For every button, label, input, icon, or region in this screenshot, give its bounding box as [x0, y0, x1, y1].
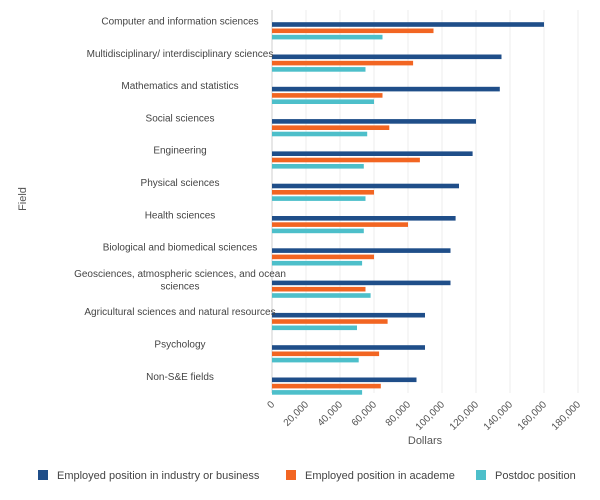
bar — [272, 228, 364, 234]
bars — [272, 22, 544, 395]
legend-item: Employed position in academe — [286, 470, 455, 482]
bar — [272, 312, 425, 318]
x-axis-title: Dollars — [408, 435, 443, 447]
x-tick-label: 100,000 — [414, 399, 448, 433]
legend-item: Postdoc position — [476, 470, 576, 482]
legend-swatch — [38, 470, 48, 480]
category-label: Psychology — [154, 340, 205, 351]
category-label: Non-S&E fields — [146, 372, 214, 383]
bar — [272, 222, 408, 227]
x-tick-label: 20,000 — [282, 399, 312, 429]
x-tick-label: 60,000 — [350, 399, 380, 429]
category-label: Computer and information sciences — [101, 17, 258, 28]
category-label: Engineering — [153, 146, 206, 157]
category-label: Agricultural sciences and natural resour… — [84, 307, 275, 318]
x-tick-label: 40,000 — [316, 399, 346, 429]
bar — [272, 260, 363, 266]
category-label: Social sciences — [146, 113, 215, 124]
legend-label: Postdoc position — [495, 470, 576, 482]
bar — [272, 377, 417, 383]
bar — [272, 351, 380, 357]
x-tick-label: 120,000 — [448, 399, 482, 433]
bar — [272, 54, 502, 60]
category-label: Biological and biomedical sciences — [103, 243, 258, 254]
bar — [272, 119, 476, 124]
bar — [272, 196, 366, 201]
bar — [272, 125, 390, 130]
bar — [272, 293, 371, 298]
bar — [272, 190, 374, 195]
bar — [272, 67, 366, 72]
x-tick-label: 160,000 — [516, 399, 550, 433]
bar — [272, 22, 544, 27]
bar — [272, 131, 368, 137]
bar — [272, 34, 383, 40]
category-label: Mathematics and statistics — [121, 81, 238, 92]
bar — [272, 248, 451, 253]
bar — [272, 99, 374, 104]
bar — [272, 286, 366, 292]
bar — [272, 345, 425, 350]
category-labels: Computer and information sciences Multidi… — [74, 17, 286, 383]
bar — [272, 60, 414, 66]
legend-label: Employed position in industry or busines… — [57, 470, 260, 482]
legend-label: Employed position in academe — [305, 470, 455, 482]
grid-lines — [271, 10, 579, 393]
x-tick-label: 180,000 — [550, 399, 584, 433]
bar — [272, 183, 459, 189]
bar — [272, 254, 374, 260]
bar — [272, 357, 359, 363]
legend-swatch — [476, 470, 486, 480]
bar — [272, 390, 363, 395]
bar — [272, 164, 364, 169]
category-label: Multidisciplinary/ interdisciplinary sci… — [87, 49, 274, 60]
bar — [272, 216, 456, 221]
y-axis-title: Field — [17, 187, 29, 211]
category-label: sciences — [161, 281, 200, 292]
bar — [272, 319, 388, 324]
bar — [272, 325, 357, 331]
x-tick-label: 80,000 — [384, 399, 414, 429]
category-label: Health sciences — [145, 210, 216, 221]
legend-item: Employed position in industry or busines… — [38, 470, 260, 482]
category-label: Physical sciences — [141, 178, 220, 189]
bar — [272, 93, 383, 98]
legend-swatch — [286, 470, 296, 480]
bar — [272, 151, 473, 156]
bar — [272, 86, 500, 92]
bar — [272, 280, 451, 286]
bar — [272, 383, 381, 389]
bar — [272, 157, 420, 163]
legend: Employed position in industry or busines… — [38, 470, 576, 482]
x-tick-label: 140,000 — [482, 399, 516, 433]
x-tick-labels: 0 20,000 40,000 60,000 80,000 100,000 120,000 1… — [265, 399, 583, 433]
x-tick-label: 0 — [265, 399, 277, 411]
category-label: Geosciences, atmospheric sciences, and o… — [74, 269, 286, 280]
bar — [272, 28, 434, 34]
